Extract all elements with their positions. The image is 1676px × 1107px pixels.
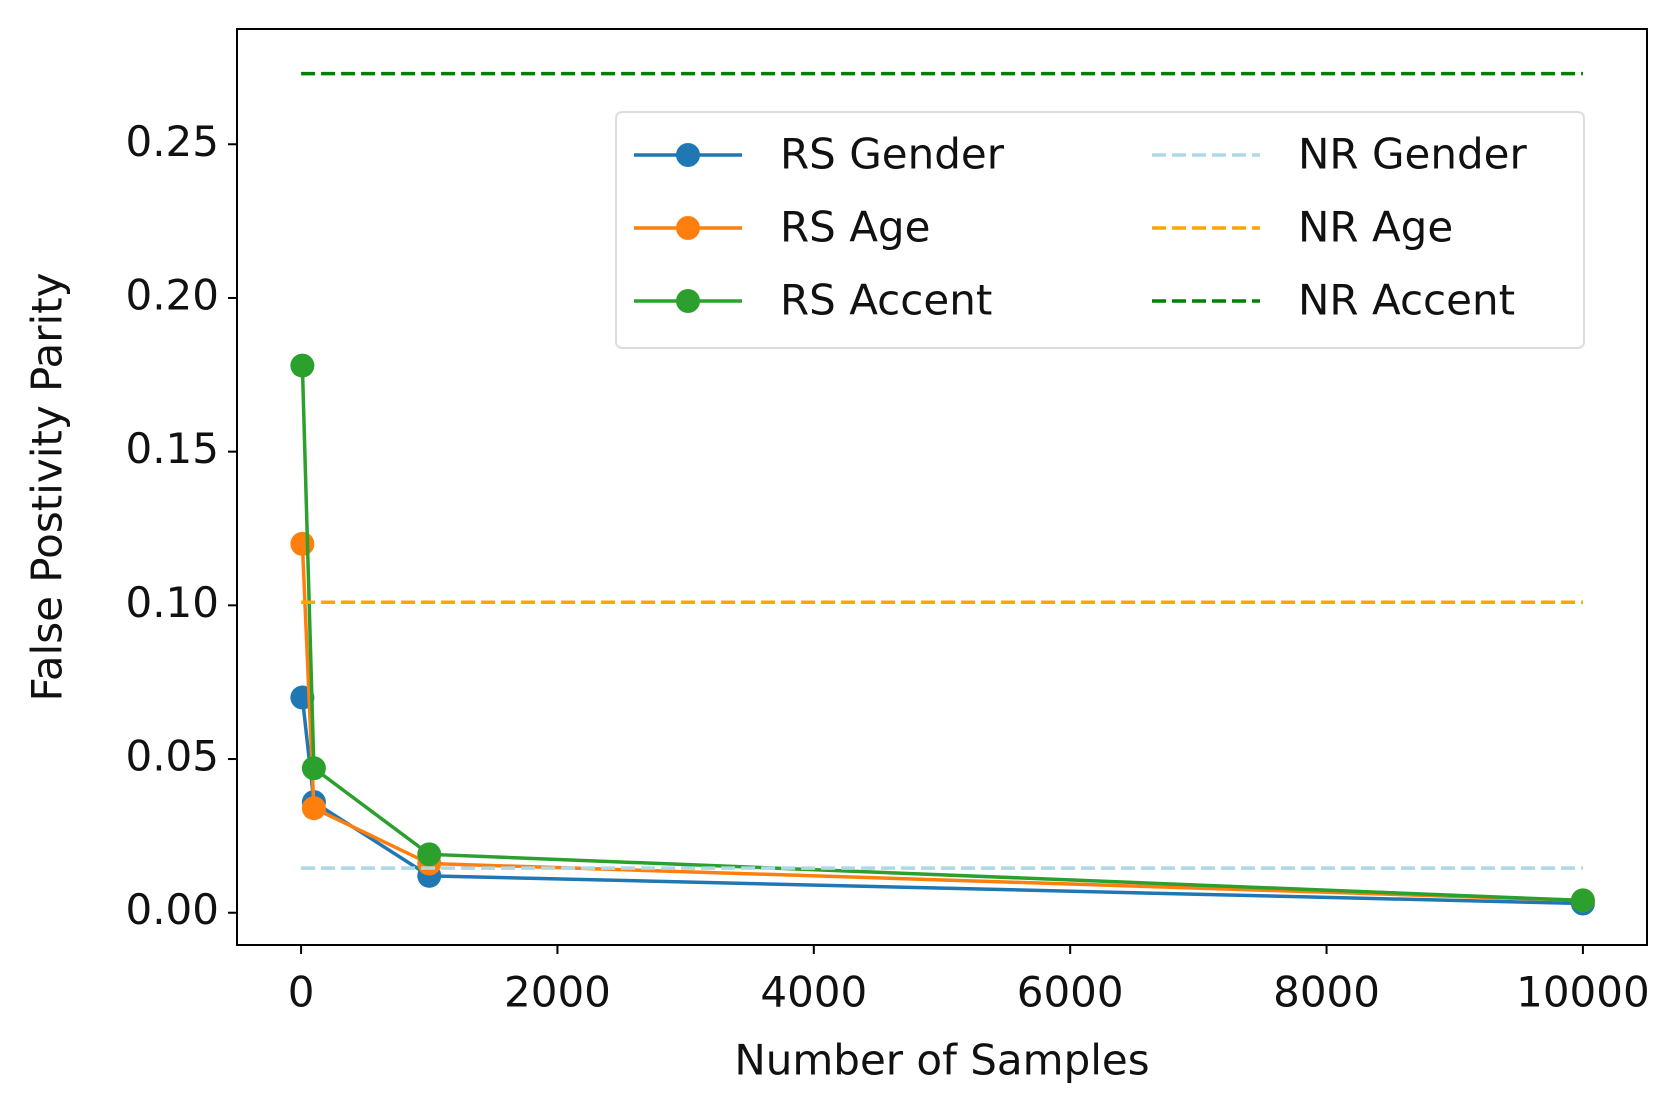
x-axis-label: Number of Samples: [734, 1036, 1149, 1085]
legend-label: NR Gender: [1298, 130, 1527, 179]
legend-label: RS Age: [780, 203, 930, 252]
y-tick-label: 0.15: [125, 424, 219, 473]
series-line: [300, 697, 1583, 906]
x-tick-label: 6000: [1017, 968, 1124, 1017]
legend-label: RS Accent: [780, 276, 992, 325]
data-point: [1570, 888, 1595, 913]
y-tick-label: 0.25: [125, 117, 219, 166]
legend-marker: [676, 143, 700, 167]
y-tick-label: 0.10: [125, 578, 219, 627]
data-point: [290, 531, 315, 556]
series-line: [300, 543, 1583, 903]
y-tick-label: 0.20: [125, 270, 219, 319]
series-line: [300, 365, 1583, 903]
data-point: [290, 353, 315, 378]
legend-label: NR Accent: [1298, 276, 1515, 325]
y-axis-label: False Postivity Parity: [23, 273, 72, 702]
x-tick-label: 2000: [504, 968, 611, 1017]
legend-label: RS Gender: [780, 130, 1005, 179]
y-tick-label: 0.05: [125, 732, 219, 781]
x-tick-label: 0: [288, 968, 315, 1017]
x-tick-label: 10000: [1516, 968, 1650, 1017]
legend-box: [615, 111, 1585, 349]
plot-frame: [236, 28, 1648, 946]
data-point: [301, 796, 326, 821]
data-point: [301, 756, 326, 781]
data-point: [417, 842, 442, 867]
legend-marker: [676, 289, 700, 313]
y-tick-label: 0.00: [125, 885, 219, 934]
x-tick-label: 8000: [1273, 968, 1380, 1017]
legend-marker: [676, 216, 700, 240]
legend-label: NR Age: [1298, 203, 1453, 252]
x-tick-label: 4000: [760, 968, 867, 1017]
